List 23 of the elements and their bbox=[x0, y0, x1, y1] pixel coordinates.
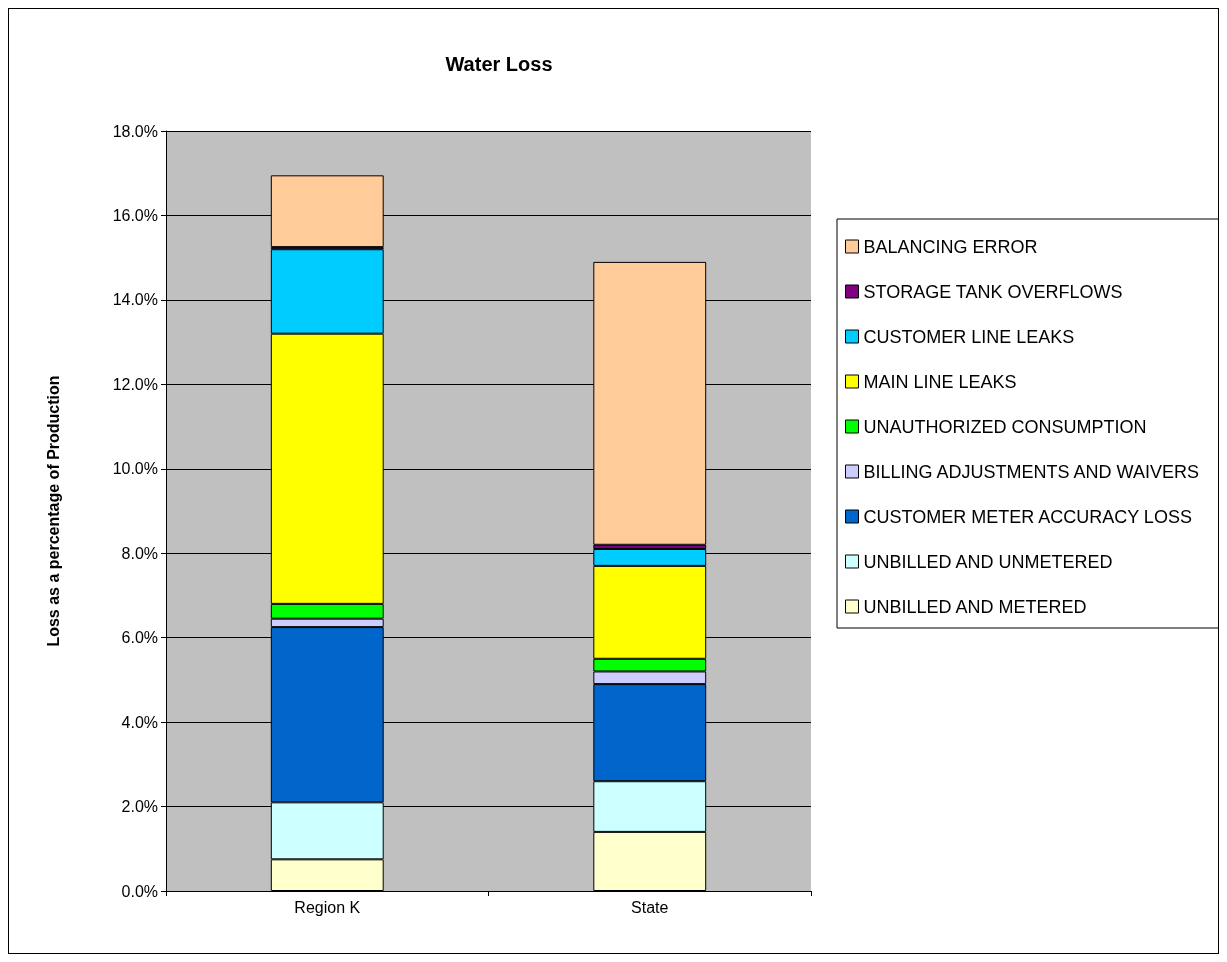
x-tick-label: State bbox=[631, 898, 669, 916]
legend-label: UNBILLED AND UNMETERED bbox=[863, 551, 1113, 572]
chart-title: Water Loss bbox=[445, 53, 553, 75]
legend-label: CUSTOMER METER ACCURACY LOSS bbox=[863, 506, 1192, 527]
legend-label: UNBILLED AND METERED bbox=[863, 596, 1087, 617]
x-tick-label: Region K bbox=[294, 898, 361, 916]
y-tick-label: 6.0% bbox=[121, 629, 158, 647]
y-axis-title: Loss as a percentage of Production bbox=[44, 375, 62, 647]
legend-label: BALANCING ERROR bbox=[863, 236, 1038, 257]
y-tick-label: 4.0% bbox=[121, 713, 158, 731]
legend-label: UNAUTHORIZED CONSUMPTION bbox=[863, 416, 1147, 437]
legend-label: CUSTOMER LINE LEAKS bbox=[863, 326, 1075, 347]
legend-label: BILLING ADJUSTMENTS AND WAIVERS bbox=[863, 461, 1199, 482]
y-tick-label: 2.0% bbox=[121, 798, 158, 816]
y-tick-label: 10.0% bbox=[112, 460, 158, 478]
y-tick-label: 14.0% bbox=[112, 291, 158, 309]
y-tick-label: 12.0% bbox=[112, 375, 158, 393]
legend-label: MAIN LINE LEAKS bbox=[863, 371, 1017, 392]
y-tick-label: 18.0% bbox=[112, 122, 158, 140]
y-tick-label: 8.0% bbox=[121, 544, 158, 562]
y-tick-label: 0.0% bbox=[121, 882, 158, 900]
legend-label: STORAGE TANK OVERFLOWS bbox=[863, 281, 1123, 302]
y-tick-label: 16.0% bbox=[112, 206, 158, 224]
